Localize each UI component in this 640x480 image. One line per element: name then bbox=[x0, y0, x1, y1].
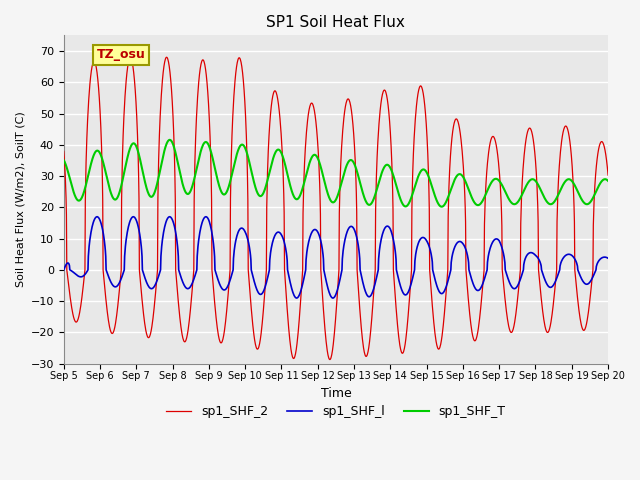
Y-axis label: Soil Heat Flux (W/m2), SoilT (C): Soil Heat Flux (W/m2), SoilT (C) bbox=[15, 112, 25, 288]
X-axis label: Time: Time bbox=[321, 387, 351, 400]
Line: sp1_SHF_l: sp1_SHF_l bbox=[64, 217, 608, 298]
Title: SP1 Soil Heat Flux: SP1 Soil Heat Flux bbox=[266, 15, 405, 30]
Line: sp1_SHF_T: sp1_SHF_T bbox=[64, 140, 608, 207]
Legend: sp1_SHF_2, sp1_SHF_l, sp1_SHF_T: sp1_SHF_2, sp1_SHF_l, sp1_SHF_T bbox=[161, 400, 511, 423]
Text: TZ_osu: TZ_osu bbox=[97, 48, 145, 61]
Line: sp1_SHF_2: sp1_SHF_2 bbox=[64, 57, 608, 360]
